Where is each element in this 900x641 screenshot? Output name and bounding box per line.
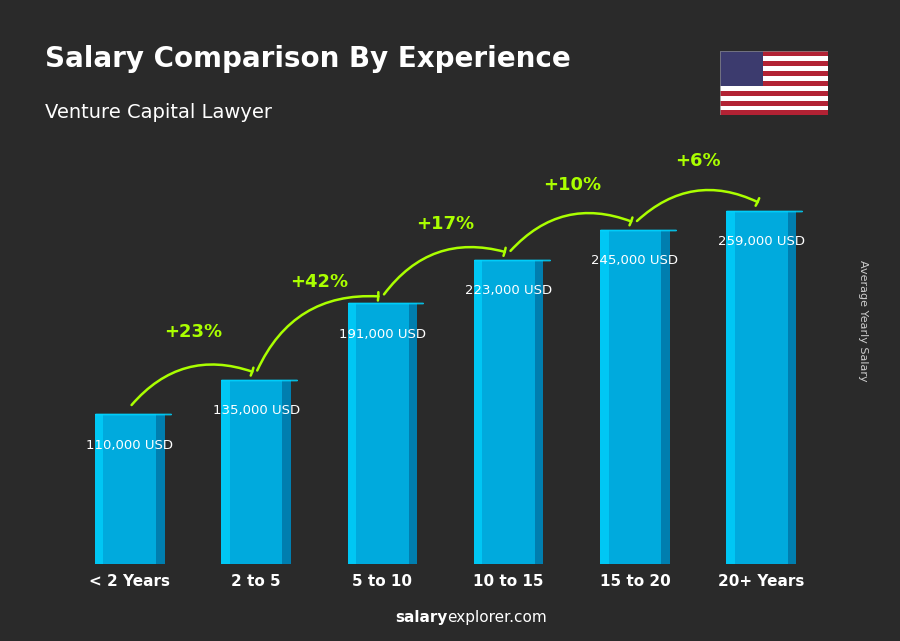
Bar (720, 110, 828, 115)
Text: 223,000 USD: 223,000 USD (465, 285, 553, 297)
Bar (720, 71, 828, 76)
Bar (720, 66, 828, 71)
Text: Venture Capital Lawyer: Venture Capital Lawyer (45, 103, 272, 122)
Bar (662, 229, 670, 564)
Bar (474, 260, 544, 564)
Bar (720, 56, 828, 61)
Bar (720, 91, 828, 96)
Bar (283, 380, 291, 564)
Text: +17%: +17% (417, 215, 474, 233)
Bar (720, 61, 828, 66)
Bar (720, 106, 828, 110)
Text: 259,000 USD: 259,000 USD (717, 235, 805, 248)
Bar (720, 81, 828, 86)
Bar (95, 414, 104, 564)
Bar (157, 414, 165, 564)
Bar (535, 260, 544, 564)
Bar (788, 211, 796, 564)
Bar (726, 211, 734, 564)
Text: Salary Comparison By Experience: Salary Comparison By Experience (45, 45, 571, 73)
Text: 135,000 USD: 135,000 USD (212, 404, 300, 417)
Bar (221, 380, 230, 564)
Bar (474, 260, 482, 564)
Text: 191,000 USD: 191,000 USD (339, 328, 426, 341)
Text: +23%: +23% (164, 323, 222, 341)
Text: +6%: +6% (675, 153, 721, 171)
Text: explorer.com: explorer.com (447, 610, 547, 625)
Bar (720, 101, 828, 106)
Text: salary: salary (395, 610, 447, 625)
Text: +42%: +42% (290, 272, 348, 290)
Text: +10%: +10% (543, 176, 601, 194)
Bar (720, 86, 828, 91)
Bar (726, 211, 796, 564)
Bar (409, 303, 417, 564)
Bar (600, 229, 670, 564)
Bar (720, 76, 828, 81)
Bar (720, 51, 763, 86)
Bar (347, 303, 417, 564)
Text: Average Yearly Salary: Average Yearly Salary (859, 260, 868, 381)
Text: 245,000 USD: 245,000 USD (591, 254, 679, 267)
Bar (720, 51, 828, 56)
Text: 110,000 USD: 110,000 USD (86, 438, 174, 451)
Bar (347, 303, 356, 564)
Bar (720, 96, 828, 101)
Bar (95, 414, 165, 564)
Bar (221, 380, 291, 564)
Bar (600, 229, 608, 564)
